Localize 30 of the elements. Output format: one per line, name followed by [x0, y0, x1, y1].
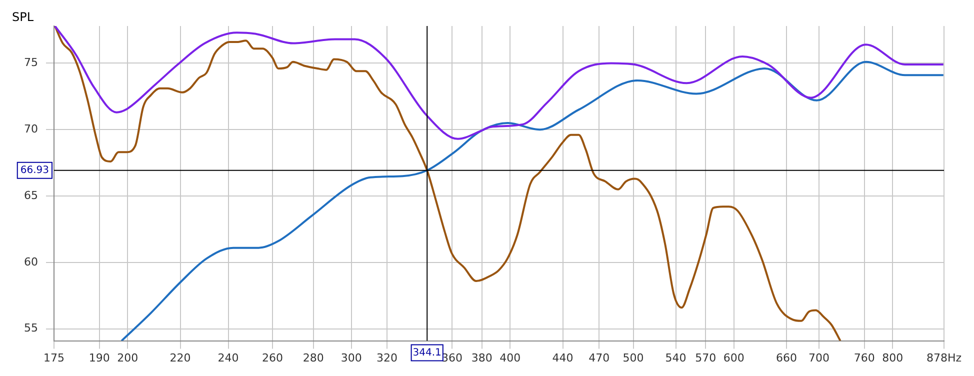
x-tick-label: 380	[471, 351, 492, 364]
x-tick-label: 320	[376, 351, 398, 364]
x-tick-label: 440	[552, 351, 574, 364]
x-tick-label: 280	[302, 351, 324, 364]
x-tick-label: 570	[695, 351, 716, 364]
y-tick-label: 75	[24, 56, 38, 70]
x-tick-label: 600	[723, 351, 744, 364]
x-tick-label: 220	[170, 351, 191, 364]
ref-line-label: 66.93	[20, 164, 50, 176]
ref-line-label: 344.1	[412, 347, 442, 358]
x-tick-label: 500	[622, 351, 644, 364]
x-tick-label: 400	[500, 351, 521, 364]
x-tick-label: 470	[588, 351, 610, 364]
x-tick-label: 240	[218, 351, 239, 364]
x-tick-label: 660	[776, 351, 798, 364]
y-tick-label: 60	[24, 255, 38, 268]
x-tick-label: 200	[117, 351, 138, 364]
x-tick-label: 700	[808, 351, 830, 364]
y-tick-label: 55	[24, 322, 38, 335]
x-tick-label: 175	[44, 351, 64, 364]
x-tick-label: 190	[88, 351, 110, 364]
x-tick-label: 878Hz	[926, 351, 962, 364]
y-tick-label: 70	[24, 122, 38, 136]
x-tick-label: 760	[854, 351, 875, 364]
x-tick-label: 800	[882, 351, 904, 364]
y-tick-label: 65	[24, 188, 38, 202]
x-tick-label: 300	[340, 351, 362, 364]
x-tick-label: 540	[665, 351, 686, 364]
x-tick-label: 260	[262, 351, 283, 364]
y-axis-title: SPL	[12, 10, 34, 24]
